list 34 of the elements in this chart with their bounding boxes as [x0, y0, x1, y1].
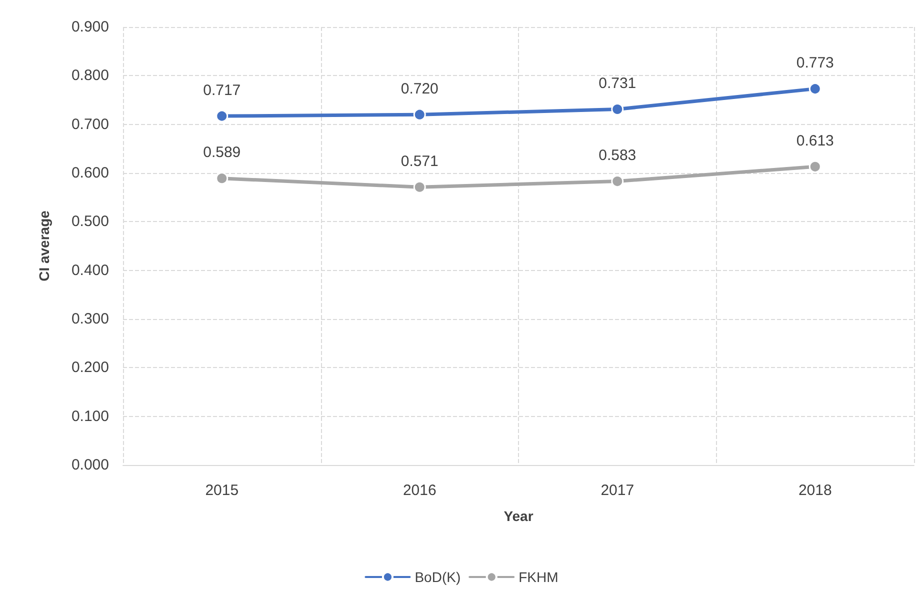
data-label: 0.720 — [400, 80, 438, 98]
x-tick-label: 2015 — [205, 482, 239, 499]
x-axis-title: Year — [504, 508, 534, 524]
point — [808, 160, 822, 173]
x-tick-label: 2016 — [402, 482, 436, 499]
y-tick-label: 0.400 — [71, 262, 109, 279]
x-tick-label: 2017 — [600, 482, 634, 499]
data-label: 0.731 — [598, 74, 636, 92]
point — [413, 180, 426, 194]
data-label: 0.589 — [203, 144, 241, 162]
y-tick-label: 0.500 — [71, 213, 109, 230]
legend-label: FKHM — [518, 569, 558, 585]
point — [216, 110, 228, 122]
point — [611, 103, 624, 116]
y-tick-label: 0.000 — [71, 456, 109, 474]
point — [611, 175, 624, 188]
data-label: 0.583 — [598, 147, 636, 164]
point — [413, 108, 426, 121]
data-label: 0.717 — [203, 82, 241, 99]
y-tick-label: 0.800 — [71, 67, 109, 84]
y-tick-label: 0.900 — [71, 18, 109, 36]
y-axis-title: CI average — [36, 210, 52, 282]
point — [808, 82, 822, 96]
data-label: 0.571 — [400, 152, 438, 170]
y-tick-label: 0.200 — [71, 359, 109, 376]
point — [216, 172, 228, 185]
y-tick-label: 0.600 — [71, 164, 109, 182]
y-tick-label: 0.300 — [71, 310, 109, 328]
y-tick-label: 0.700 — [71, 116, 109, 133]
legend-label: BoD(K) — [414, 569, 461, 585]
y-tick-label: 0.100 — [71, 408, 109, 425]
x-tick-label: 2018 — [798, 482, 832, 499]
data-label: 0.773 — [796, 54, 834, 72]
data-label: 0.613 — [796, 132, 834, 150]
